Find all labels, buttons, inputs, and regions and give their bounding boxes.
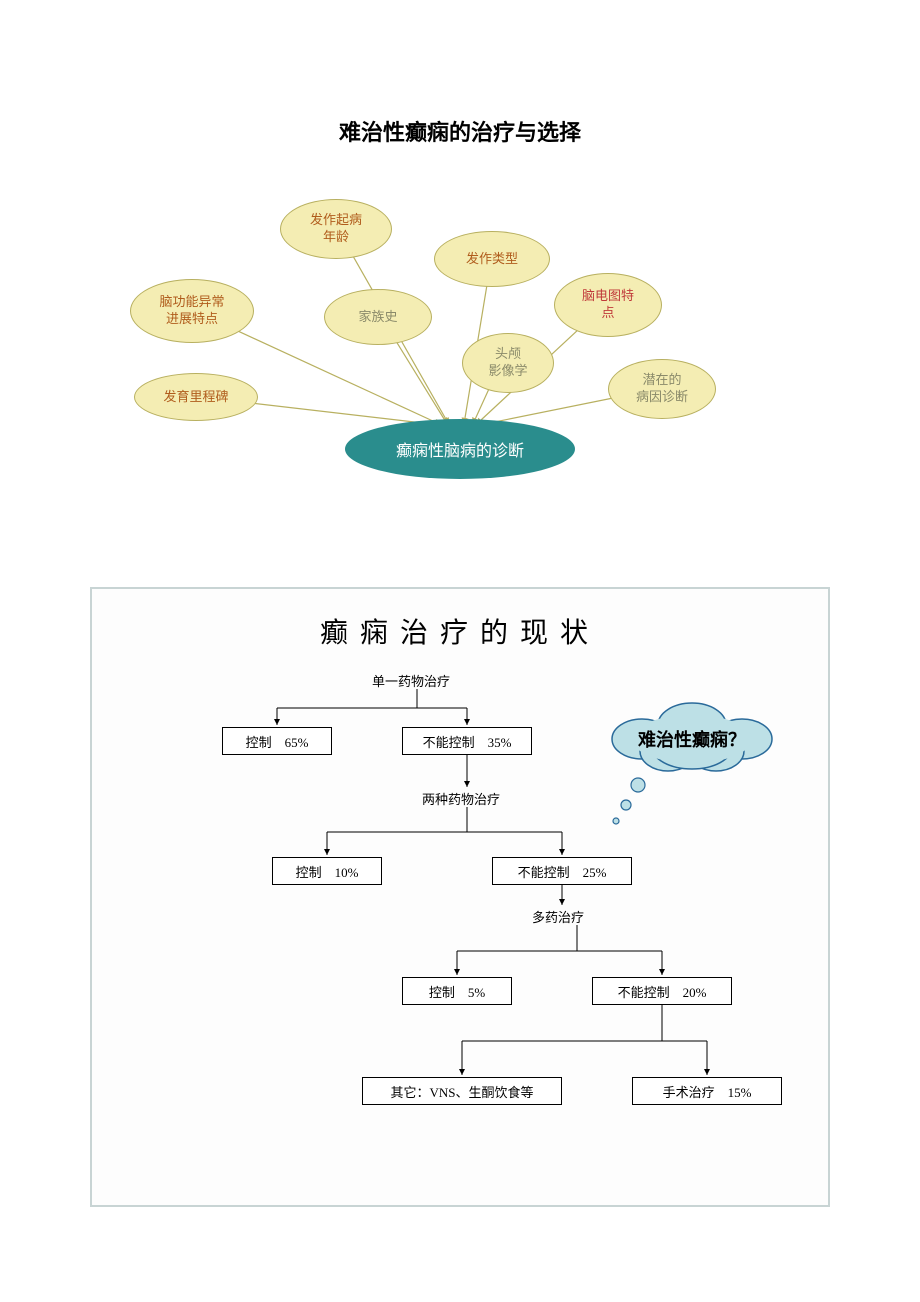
bubble-b4: 家族史 (324, 289, 432, 345)
box-d1: 其它：VNS、生酮饮食等 (362, 1077, 562, 1105)
bubble-b7: 发育里程碑 (134, 373, 258, 421)
box-b1: 控制 10% (272, 857, 382, 885)
bubble-b3: 脑功能异常 进展特点 (130, 279, 254, 343)
bubble-b8: 潜在的 病因诊断 (608, 359, 716, 419)
page-title: 难治性癫痫的治疗与选择 (0, 0, 920, 187)
bubble-b2: 发作类型 (434, 231, 550, 287)
label-l2: 两种药物治疗 (422, 789, 500, 808)
label-l1: 单一药物治疗 (372, 671, 450, 690)
box-a1: 控制 65% (222, 727, 332, 755)
bubble-diagram: 发作起病 年龄发作类型脑功能异常 进展特点 家族史 脑电图特 点头颅 影像学发育里程… (110, 187, 810, 507)
box-d2: 手术治疗 15% (632, 1077, 782, 1105)
flowchart-panel: 癫痫治疗的现状 单一药物治疗控制 65%不能控制 35%两种药物治疗控制 10%… (90, 587, 830, 1207)
bubble-b1: 发作起病 年龄 (280, 199, 392, 259)
bubble-b6: 头颅 影像学 (462, 333, 554, 393)
label-l3: 多药治疗 (532, 907, 584, 926)
box-c2: 不能控制 20% (592, 977, 732, 1005)
central-node: 癫痫性脑病的诊断 (345, 419, 575, 479)
box-a2: 不能控制 35% (402, 727, 532, 755)
box-b2: 不能控制 25% (492, 857, 632, 885)
box-c1: 控制 5% (402, 977, 512, 1005)
bubble-b5: 脑电图特 点 (554, 273, 662, 337)
cloud-label: 难治性癫痫？ (612, 709, 772, 769)
